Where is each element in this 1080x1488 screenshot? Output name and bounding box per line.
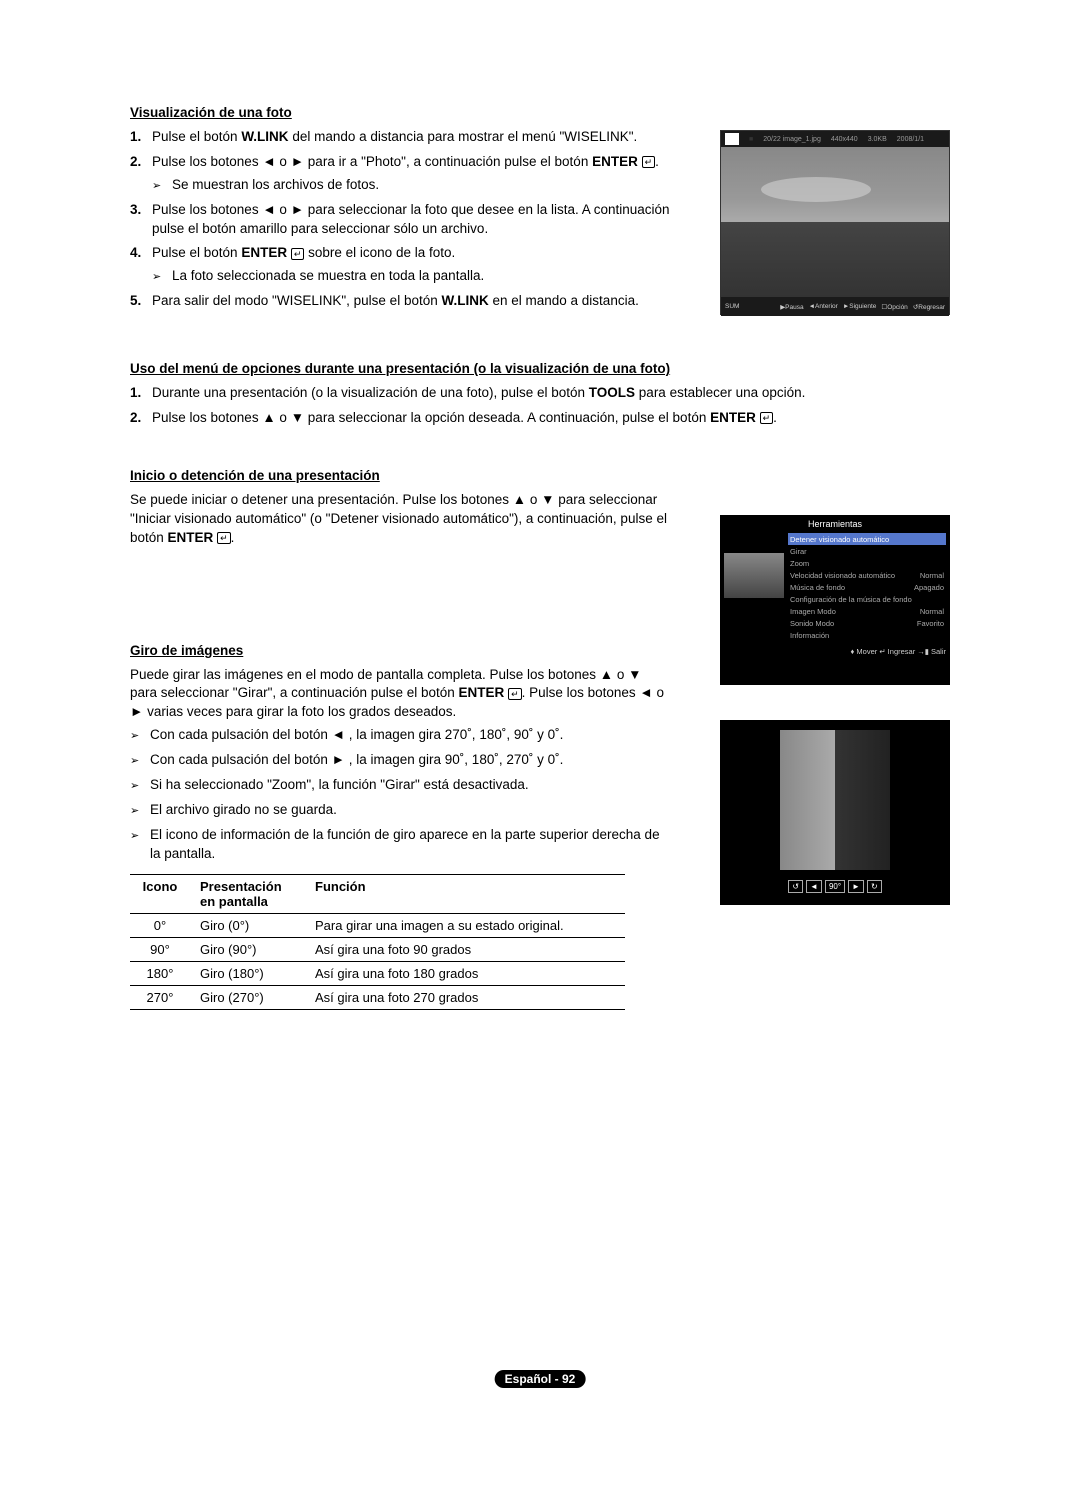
page-footer: Español - 92 [495, 1370, 586, 1388]
section-options-menu: Uso del menú de opciones durante una pre… [130, 361, 950, 428]
menu-item: Velocidad visionado automáticoNormal [788, 569, 946, 581]
table-row: 0°Giro (0°)Para girar una imagen a su es… [130, 913, 625, 937]
list-item: 1.Pulse el botón W.LINK del mando a dist… [130, 128, 670, 147]
section3-para: Se puede iniciar o detener una presentac… [130, 491, 670, 548]
section4-title: Giro de imágenes [130, 643, 670, 658]
item-content: Pulse los botones ▲ o ▼ para seleccionar… [152, 409, 950, 428]
sum-label: SUM [725, 303, 739, 310]
photo-viewer-screenshot: ■ 20/22 image_1.jpg 440x440 3.0KB 2008/1… [720, 130, 950, 315]
enter-icon [508, 688, 522, 700]
enter-icon [760, 412, 774, 424]
bullet-item: Si ha seleccionado "Zoom", la función "G… [130, 776, 670, 795]
menu-item: Música de fondoApagado [788, 581, 946, 593]
table-header-row: Icono Presentación en pantalla Función [130, 874, 625, 913]
item-number: 1. [130, 384, 152, 403]
table-row: 180°Giro (180°)Así gira una foto 180 gra… [130, 961, 625, 985]
tools-thumbnail [724, 553, 784, 598]
rotate-screenshot: ↺ ◄ 90° ► ↻ [720, 720, 950, 905]
bullet-arrow-icon [130, 726, 150, 745]
bullet-arrow-icon [130, 826, 150, 864]
rotate-left-icon: ◄ [806, 880, 822, 893]
table-row: 90°Giro (90°)Así gira una foto 90 grados [130, 937, 625, 961]
item-content: Pulse los botones ◄ o ► para ir a "Photo… [152, 153, 670, 195]
section4-bullets: Con cada pulsación del botón ◄ , la imag… [130, 726, 670, 863]
rotate-cw-icon: ↻ [867, 880, 882, 893]
rotation-table: Icono Presentación en pantalla Función 0… [130, 874, 625, 1010]
section2-title: Uso del menú de opciones durante una pre… [130, 361, 950, 376]
menu-item: Configuración de la música de fondo [788, 593, 946, 605]
note-arrow-icon [152, 176, 172, 195]
bullet-item: Con cada pulsación del botón ◄ , la imag… [130, 726, 670, 745]
note: Se muestran los archivos de fotos. [152, 176, 670, 195]
list-item: 5.Para salir del modo "WISELINK", pulse … [130, 292, 670, 311]
enter-icon [291, 248, 305, 260]
bullet-item: El archivo girado no se guarda. [130, 801, 670, 820]
bullet-item: El icono de información de la función de… [130, 826, 670, 864]
bullet-arrow-icon [130, 751, 150, 770]
section-start-stop: Inicio o detención de una presentación S… [130, 468, 670, 548]
tools-menu-screenshot: Herramientas Detener visionado automátic… [720, 515, 950, 685]
rotate-right-icon: ► [848, 880, 864, 893]
item-number: 3. [130, 201, 152, 239]
item-number: 4. [130, 244, 152, 286]
section-rotate: Giro de imágenes Puede girar las imágene… [130, 643, 670, 864]
menu-item: Información [788, 629, 946, 641]
section3-title: Inicio o detención de una presentación [130, 468, 670, 483]
menu-item: Sonido ModoFavorito [788, 617, 946, 629]
viewer-bottombar: SUM ▶Pausa ◄Anterior ►Siguiente ☐Opción … [721, 297, 949, 316]
item-number: 2. [130, 153, 152, 195]
photo-preview [721, 147, 949, 297]
list-item: 4.Pulse el botón ENTER sobre el icono de… [130, 244, 670, 286]
tools-title: Herramientas [720, 515, 950, 533]
item-content: Durante una presentación (o la visualiza… [152, 384, 950, 403]
item-number: 1. [130, 128, 152, 147]
th-icon: Icono [130, 874, 190, 913]
section1-list: 1.Pulse el botón W.LINK del mando a dist… [130, 128, 670, 311]
bullet-arrow-icon [130, 776, 150, 795]
section2-list: 1.Durante una presentación (o la visuali… [130, 384, 950, 428]
enter-icon [642, 156, 656, 168]
section1-title: Visualización de una foto [130, 105, 670, 120]
menu-item: Girar [788, 545, 946, 557]
table-row: 270°Giro (270°)Así gira una foto 270 gra… [130, 985, 625, 1009]
list-item: 2.Pulse los botones ◄ o ► para ir a "Pho… [130, 153, 670, 195]
menu-item: Zoom [788, 557, 946, 569]
tools-menu: Detener visionado automático Girar Zoom … [788, 533, 946, 641]
item-content: Pulse los botones ◄ o ► para seleccionar… [152, 201, 670, 239]
item-number: 2. [130, 409, 152, 428]
list-item: 2.Pulse los botones ▲ o ▼ para seleccion… [130, 409, 950, 428]
section4-para: Puede girar las imágenes en el modo de p… [130, 666, 670, 723]
tools-menu-area: Detener visionado automático Girar Zoom … [720, 533, 950, 641]
menu-item: Detener visionado automático [788, 533, 946, 545]
rotate-controls: ↺ ◄ 90° ► ↻ [720, 880, 950, 893]
photo-icon [725, 133, 739, 145]
note-arrow-icon [152, 267, 172, 286]
viewer-topbar: ■ 20/22 image_1.jpg 440x440 3.0KB 2008/1… [721, 131, 949, 147]
item-content: Pulse el botón W.LINK del mando a distan… [152, 128, 670, 147]
menu-item: Imagen ModoNormal [788, 605, 946, 617]
item-content: Para salir del modo "WISELINK", pulse el… [152, 292, 670, 311]
bullet-arrow-icon [130, 801, 150, 820]
section-viewing-photo: Visualización de una foto 1.Pulse el bot… [130, 105, 670, 311]
th-display: Presentación en pantalla [190, 874, 305, 913]
item-content: Pulse el botón ENTER sobre el icono de l… [152, 244, 670, 286]
bullet-item: Con cada pulsación del botón ► , la imag… [130, 751, 670, 770]
rotate-degree: 90° [825, 880, 845, 893]
item-number: 5. [130, 292, 152, 311]
list-item: 3.Pulse los botones ◄ o ► para seleccion… [130, 201, 670, 239]
rotate-ccw-icon: ↺ [788, 880, 803, 893]
note: La foto seleccionada se muestra en toda … [152, 267, 670, 286]
rotated-photo [780, 730, 890, 870]
th-function: Función [305, 874, 625, 913]
list-item: 1.Durante una presentación (o la visuali… [130, 384, 950, 403]
tools-footer: ♦ Mover ↵ Ingresar →▮ Salir [720, 641, 950, 662]
enter-icon [217, 532, 231, 544]
